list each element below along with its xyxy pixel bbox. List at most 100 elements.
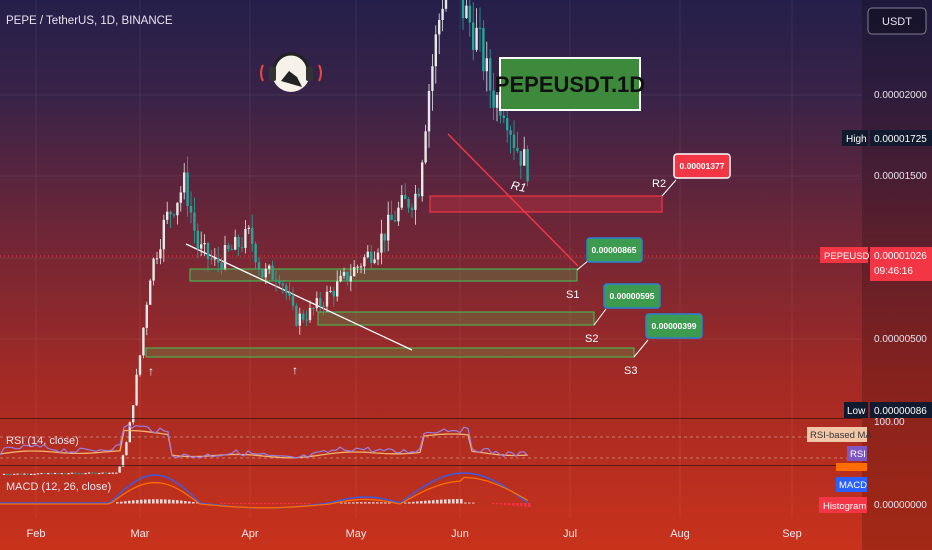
candle bbox=[230, 249, 233, 251]
histogram-bar bbox=[236, 503, 239, 505]
histogram-bar bbox=[444, 499, 447, 504]
price-tick: 0.00000500 bbox=[874, 334, 927, 345]
support-zone-s2[interactable] bbox=[317, 311, 595, 326]
candle bbox=[60, 473, 63, 475]
histogram-bar bbox=[192, 501, 195, 504]
candle bbox=[125, 442, 128, 456]
resistance-trend-line-r1[interactable] bbox=[447, 133, 579, 267]
candle bbox=[353, 267, 356, 277]
histogram-bar bbox=[308, 503, 311, 504]
resistance-zone-r2[interactable] bbox=[429, 195, 663, 213]
histogram-bar bbox=[288, 503, 291, 505]
histogram-bar bbox=[456, 499, 459, 504]
histogram-bar bbox=[272, 503, 275, 505]
candle bbox=[298, 313, 301, 326]
s2-callout[interactable] bbox=[603, 283, 661, 309]
candle bbox=[179, 192, 182, 203]
candle bbox=[251, 227, 254, 244]
s1-label: S1 bbox=[566, 289, 579, 301]
histogram-bar bbox=[404, 502, 407, 504]
histogram-bar bbox=[276, 503, 279, 505]
histogram-bar bbox=[516, 503, 519, 506]
month-label: Aug bbox=[670, 528, 690, 540]
histogram-bar bbox=[472, 502, 475, 504]
rsi-legend bbox=[847, 446, 867, 461]
histogram-bar bbox=[388, 502, 391, 504]
candle bbox=[482, 27, 485, 72]
last-price-tag bbox=[870, 247, 932, 281]
rsi-line bbox=[0, 424, 529, 459]
s1-callout[interactable] bbox=[586, 237, 643, 263]
price-tick: 0.00001500 bbox=[874, 171, 927, 182]
candle bbox=[132, 405, 135, 423]
candle bbox=[193, 212, 196, 231]
s3-callout[interactable] bbox=[645, 313, 703, 339]
support-zone-s3[interactable] bbox=[145, 347, 635, 358]
rsi-title[interactable]: RSI (14, close) bbox=[6, 435, 79, 447]
histogram-bar bbox=[428, 500, 431, 504]
rsi-ma-legend-text: RSI-based MA bbox=[810, 430, 872, 441]
symbol-title[interactable]: PEPE / TetherUS, 1D, BINANCE bbox=[6, 15, 173, 27]
candle bbox=[438, 19, 441, 35]
histogram-bar bbox=[440, 499, 443, 504]
histogram-bar bbox=[376, 502, 379, 504]
candle bbox=[26, 473, 29, 475]
support-zone-s1[interactable] bbox=[189, 268, 578, 282]
histogram-bar bbox=[512, 503, 515, 506]
candle bbox=[104, 472, 108, 474]
macd-value: 0.00000000 bbox=[874, 500, 927, 511]
candle bbox=[519, 151, 522, 166]
histogram-bar bbox=[408, 502, 411, 504]
candle bbox=[152, 258, 155, 281]
histogram-bar bbox=[492, 503, 495, 504]
candle bbox=[489, 58, 492, 91]
candle bbox=[421, 162, 424, 197]
candle bbox=[319, 298, 322, 306]
candle bbox=[271, 265, 274, 280]
histogram-bar bbox=[500, 503, 503, 505]
candle bbox=[244, 229, 247, 248]
candle bbox=[98, 473, 101, 475]
histogram-bar bbox=[508, 503, 511, 506]
candle bbox=[217, 258, 220, 263]
histogram-bar bbox=[132, 500, 135, 504]
up-arrow-icon: ↑ bbox=[148, 364, 154, 378]
candle bbox=[227, 245, 230, 250]
candle bbox=[278, 281, 281, 284]
candle bbox=[128, 422, 131, 443]
candle bbox=[387, 214, 390, 241]
candle bbox=[162, 219, 165, 250]
candle bbox=[363, 257, 366, 267]
histogram-bar bbox=[296, 503, 299, 504]
currency-button[interactable] bbox=[867, 7, 927, 35]
headphones-face-icon bbox=[260, 52, 322, 92]
candle bbox=[223, 245, 227, 269]
candle bbox=[74, 472, 77, 474]
high-tag-label: High bbox=[846, 134, 867, 145]
low-tag bbox=[844, 402, 868, 418]
candle bbox=[64, 473, 67, 475]
low-value: 0.00000086 bbox=[874, 406, 927, 417]
histogram-bar bbox=[528, 503, 531, 508]
histogram-bar bbox=[524, 503, 527, 507]
histogram-bar bbox=[256, 503, 259, 505]
candle bbox=[220, 262, 223, 269]
histogram-bar bbox=[220, 503, 223, 504]
r2-callout[interactable] bbox=[673, 153, 731, 179]
candle bbox=[339, 275, 342, 282]
time-axis[interactable] bbox=[0, 518, 862, 550]
histogram-legend bbox=[819, 497, 867, 513]
candle bbox=[342, 271, 346, 276]
candle bbox=[145, 304, 148, 328]
candle bbox=[281, 283, 284, 286]
candle bbox=[322, 305, 325, 307]
month-label: Feb bbox=[27, 528, 46, 540]
candle bbox=[404, 195, 407, 200]
macd-title[interactable]: MACD (12, 26, close) bbox=[6, 481, 111, 493]
histogram-bar bbox=[164, 499, 167, 504]
downtrend-line[interactable] bbox=[185, 243, 413, 351]
histogram-bar bbox=[180, 500, 183, 504]
candle bbox=[400, 195, 403, 208]
candle bbox=[40, 473, 43, 475]
